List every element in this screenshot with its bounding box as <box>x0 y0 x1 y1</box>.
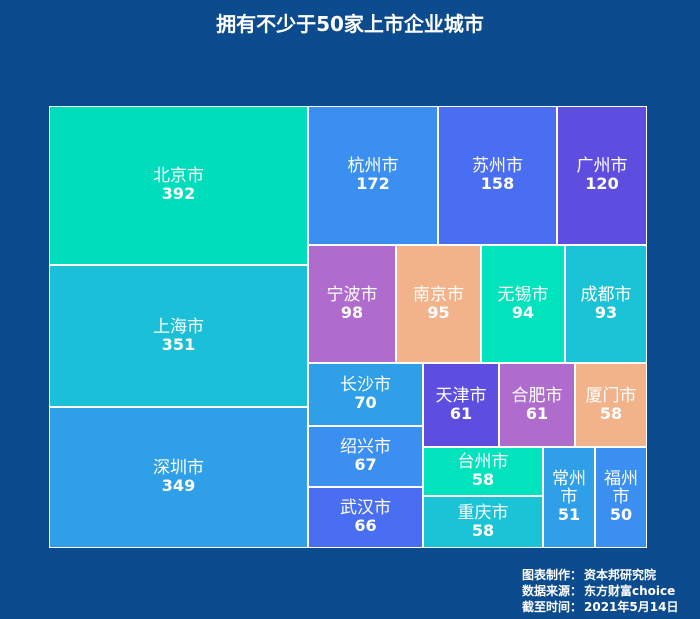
cell-city-label: 广州市 <box>576 156 628 177</box>
cell-value-label: 50 <box>609 504 633 524</box>
cell-value-label: 95 <box>427 302 450 322</box>
treemap-cell: 成都市 93 <box>565 245 647 363</box>
cell-value-label: 58 <box>599 403 623 423</box>
cell-city-label: 宁波市 <box>326 284 378 305</box>
cell-city-label: 台州市 <box>457 452 509 473</box>
footer-value: 资本邦研究院 <box>584 568 657 582</box>
cell-value-label: 351 <box>161 334 196 354</box>
treemap-cell: 常州市 51 <box>543 447 595 548</box>
footer-row-maker: 图表制作： 资本邦研究院 <box>522 567 692 583</box>
treemap-cell: 杭州市 172 <box>308 106 438 245</box>
cell-city-label: 成都市 <box>580 284 632 305</box>
treemap-cell: 合肥市 61 <box>499 363 575 447</box>
cell-value-label: 51 <box>557 504 581 524</box>
treemap-cell: 福州市 50 <box>595 447 647 548</box>
cell-city-label: 杭州市 <box>347 156 399 177</box>
cell-city-label: 合肥市 <box>511 385 563 406</box>
chart-footer: 图表制作： 资本邦研究院 数据来源： 东方财富choice 截至时间： 2021… <box>522 567 692 615</box>
cell-city-label: 绍兴市 <box>340 437 391 458</box>
cell-city-label: 苏州市 <box>472 156 523 177</box>
treemap-cell: 南京市 95 <box>396 245 481 363</box>
cell-value-label: 58 <box>471 470 495 490</box>
cell-city-label: 常州市 <box>552 469 586 508</box>
treemap-cell: 北京市 392 <box>49 106 308 265</box>
treemap-cell: 宁波市 98 <box>308 245 396 363</box>
cell-city-label: 深圳市 <box>153 458 204 479</box>
footer-row-date: 截至时间： 2021年5月14日 <box>522 599 692 615</box>
cell-city-label: 重庆市 <box>457 502 509 523</box>
footer-label: 数据来源： <box>522 584 583 598</box>
footer-label: 图表制作： <box>522 568 583 582</box>
cell-value-label: 120 <box>585 174 619 194</box>
treemap-cell: 广州市 120 <box>557 106 647 245</box>
chart-title: 拥有不少于50家上市企业城市 <box>216 12 484 36</box>
cell-city-label: 福州市 <box>604 469 638 508</box>
cell-value-label: 158 <box>480 174 515 194</box>
treemap-cell: 无锡市 94 <box>481 245 565 363</box>
cell-value-label: 58 <box>471 520 495 540</box>
cell-value-label: 94 <box>511 302 535 322</box>
cell-value-label: 98 <box>340 302 364 322</box>
cell-value-label: 392 <box>161 184 196 204</box>
cell-city-label: 长沙市 <box>340 375 391 396</box>
cell-city-label: 无锡市 <box>497 284 549 305</box>
treemap-cell: 重庆市 58 <box>423 496 543 548</box>
treemap-cell: 绍兴市 67 <box>308 426 423 487</box>
treemap-cell: 天津市 61 <box>423 363 499 447</box>
treemap-cell: 深圳市 349 <box>49 407 308 548</box>
treemap-cell: 台州市 58 <box>423 447 543 496</box>
cell-city-label: 天津市 <box>435 385 487 406</box>
treemap-cell: 长沙市 70 <box>308 363 423 426</box>
footer-row-source: 数据来源： 东方财富choice <box>522 583 692 599</box>
cell-value-label: 93 <box>594 302 618 322</box>
treemap-cell: 上海市 351 <box>49 265 308 407</box>
cell-value-label: 61 <box>525 403 549 423</box>
footer-label: 截至时间： <box>522 600 583 614</box>
treemap-chart: 北京市 392 上海市 351 深圳市 349 杭州市 172 苏州市 158 广州市 120 宁波市 9… <box>49 106 647 548</box>
treemap-cell: 苏州市 158 <box>438 106 557 245</box>
cell-city-label: 北京市 <box>153 166 204 187</box>
footer-value: 东方财富choice <box>584 584 676 598</box>
cell-value-label: 61 <box>449 403 473 423</box>
cell-value-label: 349 <box>161 476 196 496</box>
cell-city-label: 南京市 <box>413 284 464 305</box>
cell-city-label: 厦门市 <box>585 385 637 406</box>
treemap-cell: 武汉市 66 <box>308 487 423 548</box>
cell-value-label: 67 <box>354 455 377 475</box>
cell-value-label: 66 <box>354 516 377 536</box>
treemap-cell: 厦门市 58 <box>575 363 647 447</box>
cell-value-label: 172 <box>356 174 390 194</box>
cell-city-label: 上海市 <box>153 316 204 337</box>
cell-city-label: 武汉市 <box>340 498 391 519</box>
cell-value-label: 70 <box>354 393 377 413</box>
footer-value: 2021年5月14日 <box>584 600 679 614</box>
